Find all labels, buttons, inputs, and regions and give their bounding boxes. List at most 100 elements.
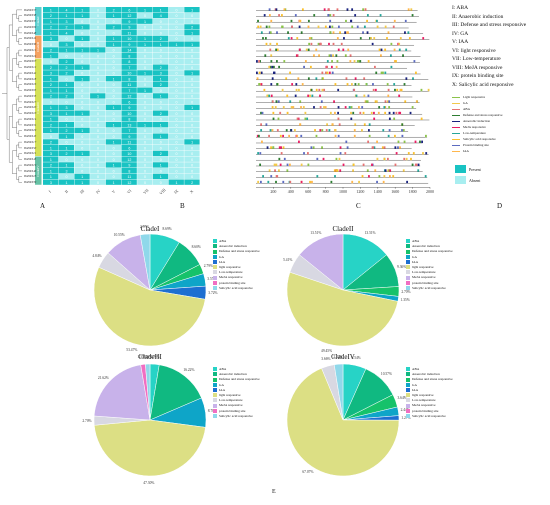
heatmap-cell (152, 162, 169, 168)
heatmap-cell (152, 12, 169, 19)
heatmap-cell (168, 24, 184, 30)
heatmap-value: 0 (81, 135, 83, 139)
heatmap-cell (152, 127, 169, 134)
motif-swatch (452, 132, 460, 134)
pie-legend-swatch (213, 388, 217, 393)
heatmap-cell (184, 41, 200, 47)
motif-mark (296, 134, 299, 138)
heatmap-cell (43, 81, 59, 88)
motif-mark (379, 14, 382, 17)
pie-legend-item: Low-temperature (406, 270, 436, 275)
heatmap-value: 1 (144, 20, 146, 24)
motif-mark (295, 83, 298, 86)
heatmap-cell (168, 12, 184, 19)
heatmap-value: 0 (175, 89, 177, 93)
heatmap-value: 0 (97, 175, 99, 179)
motif-mark (268, 8, 271, 11)
heatmap-value: 1 (50, 77, 52, 81)
motif-mark (367, 140, 370, 143)
motif-mark (353, 134, 356, 138)
pie-data-label: 2.44% (399, 408, 411, 412)
motif-mark (361, 175, 364, 178)
motif-mark (289, 71, 291, 74)
motif-mark (300, 106, 302, 109)
heatmap-value: 0 (175, 60, 177, 64)
motif-mark (320, 100, 323, 103)
heatmap-cell (90, 133, 106, 139)
heatmap-value: 0 (144, 135, 146, 139)
gene-label: BnPRX20 (24, 105, 37, 110)
heatmap-value: 1 (113, 181, 115, 185)
heatmap-value: 0 (175, 66, 177, 70)
heatmap-value: 0 (97, 43, 99, 47)
heatmap-value: 0 (144, 169, 146, 173)
pie-data-label: 10.55% (113, 233, 125, 238)
heatmap-value: 0 (191, 175, 193, 179)
heatmap-cell (152, 104, 169, 111)
heatmap-value: 0 (160, 118, 162, 122)
heatmap-value: 0 (97, 8, 99, 12)
heatmap-cell (43, 179, 59, 185)
heatmap-cell (43, 30, 59, 36)
heatmap-cell (184, 168, 200, 174)
motif-mark (271, 65, 274, 69)
pie-slice (299, 233, 344, 291)
heatmap-value: 0 (175, 146, 177, 150)
heatmap-value: 2 (191, 26, 193, 30)
motif-mark (275, 8, 278, 11)
pie-slice (139, 233, 151, 291)
heatmap-value: 0 (97, 72, 99, 76)
heatmap-value: 1 (191, 72, 193, 76)
heatmap-cell (168, 168, 184, 174)
heatmap-value: 1 (66, 123, 68, 127)
heatmap-cell (168, 127, 184, 134)
motif-mark (279, 163, 282, 166)
motif-mark (383, 157, 386, 161)
pie-legend-item: IAA (406, 260, 418, 265)
gene-label: BnPRX29 (24, 128, 37, 133)
heatmap-value: 0 (175, 100, 177, 104)
gene-label: BnPRX22 (24, 53, 37, 58)
heatmap-cell (105, 179, 122, 185)
heatmap-cell (74, 179, 90, 185)
heatmap-cell (58, 122, 74, 128)
motif-label: Light responsive (463, 95, 486, 99)
motif-mark (366, 31, 369, 34)
heatmap-value: 0 (97, 123, 99, 127)
motif-mark (382, 180, 385, 184)
heatmap-value: 2 (191, 181, 193, 185)
heatmap-value: 0 (160, 60, 162, 64)
motif-mark (323, 8, 326, 11)
motif-mark (270, 146, 272, 149)
heatmap-cell (137, 7, 153, 13)
heatmap-value: 0 (81, 169, 83, 173)
heatmap-value: 0 (144, 175, 146, 179)
motif-mark (340, 42, 343, 46)
heatmap-cell (90, 93, 106, 99)
element-label: III: Defense and stress responsive (452, 22, 527, 28)
heatmap-value: 0 (81, 106, 83, 110)
pie-legend-item: IAA (406, 388, 418, 393)
heatmap-value: 1 (113, 106, 115, 110)
pie-legend-swatch (406, 403, 410, 408)
heatmap-cell (121, 162, 137, 168)
heatmap-cell (168, 41, 184, 47)
motif-mark (315, 77, 318, 80)
heatmap-cell (58, 162, 74, 168)
heatmap-cell (90, 168, 106, 174)
heatmap-cell (105, 173, 122, 180)
heatmap-cell (90, 145, 106, 151)
absent-swatch (455, 176, 466, 184)
heatmap-value: 4 (160, 14, 162, 18)
heatmap-cell (74, 116, 90, 122)
motif-mark (337, 134, 340, 138)
heatmap-cell (74, 70, 90, 76)
heatmap-value: 11 (127, 31, 131, 35)
motif-legend-item: Light responsive (452, 95, 485, 99)
heatmap-value: 0 (191, 164, 193, 168)
heatmap-cell (74, 133, 90, 139)
motif-mark (362, 8, 365, 11)
axis-tick-label: 1800 (408, 189, 417, 195)
motif-mark (352, 163, 355, 166)
heatmap-cell (168, 99, 184, 105)
